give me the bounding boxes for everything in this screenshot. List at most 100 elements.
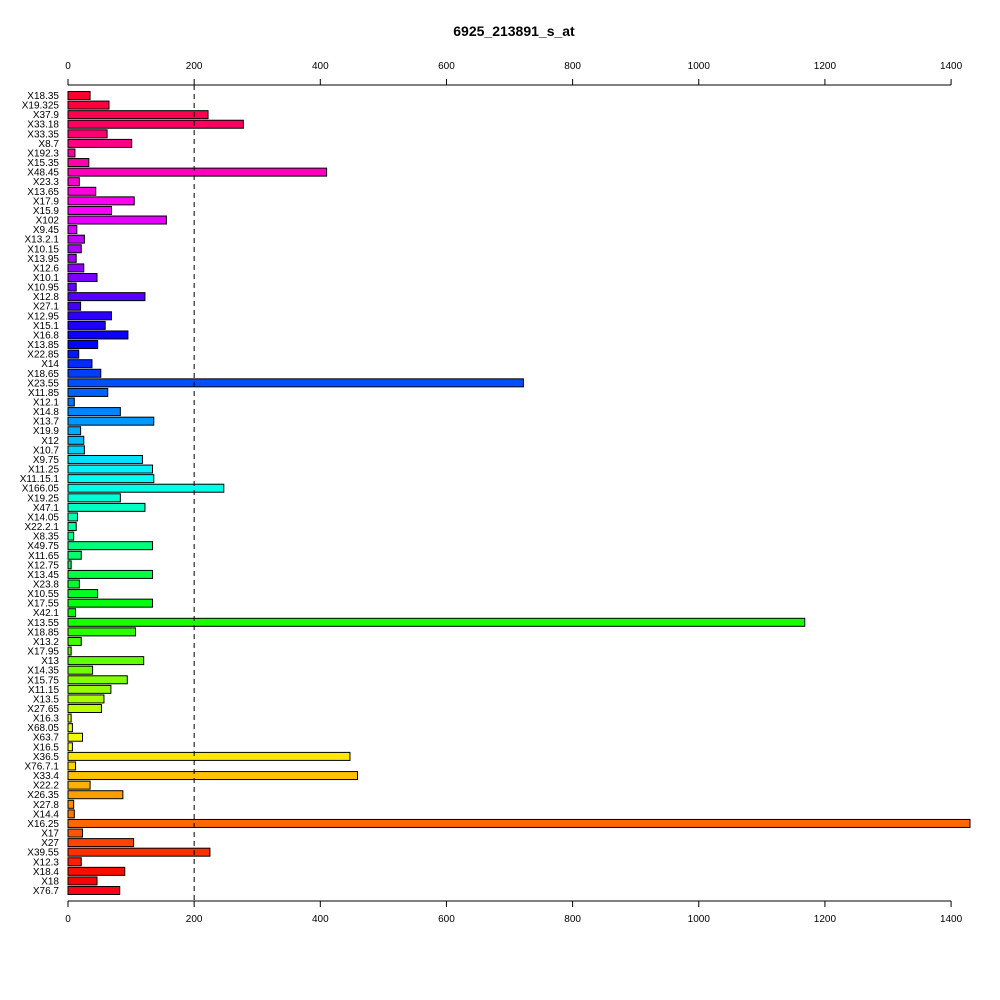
category-label: X11.85	[28, 388, 59, 399]
category-label: X17	[41, 829, 59, 840]
bar	[67, 694, 105, 704]
bar	[67, 790, 124, 800]
bar	[67, 828, 84, 838]
category-label: X13.85	[27, 340, 59, 351]
top-tick-label: 400	[312, 61, 329, 72]
category-label: X63.7	[33, 733, 60, 744]
category-label: X166.05	[22, 484, 60, 495]
bar	[67, 445, 85, 455]
top-tick-label: 800	[564, 61, 581, 72]
category-label: X102	[36, 216, 60, 227]
bar	[67, 205, 113, 215]
category-label: X33.35	[27, 129, 59, 140]
bar	[67, 636, 82, 646]
bar	[67, 148, 76, 158]
category-label: X13.2	[33, 637, 60, 648]
category-label: X10.1	[33, 273, 60, 284]
bar	[67, 569, 154, 579]
bar	[67, 110, 209, 120]
top-tick-label: 1000	[688, 61, 711, 72]
bar	[67, 684, 112, 694]
category-label: X22.2	[33, 781, 60, 792]
category-label: X15.1	[33, 321, 60, 332]
bar	[67, 809, 75, 819]
bar	[67, 646, 72, 656]
bar	[67, 751, 351, 761]
category-label: X19.25	[27, 493, 59, 504]
bar	[67, 713, 72, 723]
bar	[67, 426, 82, 436]
bar	[67, 704, 102, 714]
category-label: X76.7.1	[25, 761, 60, 772]
top-tick-label: 1400	[940, 61, 963, 72]
bar	[67, 387, 109, 397]
bar	[67, 158, 90, 168]
category-label: X18.85	[27, 627, 59, 638]
bar	[67, 359, 93, 369]
bar	[67, 886, 121, 895]
category-label: X10.95	[27, 283, 59, 294]
bar	[67, 799, 75, 809]
bottom-tick-label: 1200	[814, 914, 837, 925]
category-label: X17.95	[27, 647, 59, 658]
bar	[67, 522, 77, 532]
top-axis: 0 200 400 600 800 1000 1200 1400	[65, 61, 963, 86]
category-label: X47.1	[33, 503, 60, 514]
bar	[67, 129, 108, 139]
category-label: X9.75	[33, 455, 60, 466]
category-label: X10.7	[33, 445, 60, 456]
bar	[67, 320, 106, 330]
category-label: X27.1	[33, 302, 60, 313]
bar	[67, 742, 73, 752]
category-label: X49.75	[27, 541, 59, 552]
category-label: X42.1	[33, 608, 60, 619]
bar	[67, 780, 91, 790]
bar	[67, 541, 154, 551]
bar	[67, 454, 143, 464]
category-label: X14.8	[33, 407, 60, 418]
bar	[67, 330, 129, 340]
category-label: X9.45	[33, 225, 60, 236]
category-label: X68.05	[27, 723, 59, 734]
bar	[67, 349, 80, 359]
bar	[67, 675, 128, 685]
bar	[67, 857, 82, 867]
category-label: X19.325	[22, 101, 60, 112]
category-label: X22.85	[27, 350, 59, 361]
bottom-tick-label: 600	[438, 914, 455, 925]
bar	[67, 244, 82, 254]
category-label: X11.65	[28, 551, 59, 562]
category-label: X18.35	[27, 91, 59, 102]
category-label: X12.1	[33, 398, 60, 409]
bar	[67, 598, 154, 608]
category-label: X39.55	[27, 848, 59, 859]
bar	[67, 416, 155, 426]
category-label: X192.3	[27, 148, 59, 159]
chart-title: 6925_213891_s_at	[453, 23, 575, 39]
category-label: X11.25	[28, 465, 59, 476]
bar-group	[67, 91, 971, 895]
category-label: X13.55	[27, 618, 59, 629]
category-label: X10.55	[27, 589, 59, 600]
bar	[67, 761, 77, 771]
category-label: X27	[41, 838, 59, 849]
bar	[67, 253, 77, 263]
bar	[67, 368, 102, 378]
category-label: X10.15	[27, 244, 59, 255]
category-label: X16.3	[33, 714, 60, 725]
bar	[67, 378, 524, 388]
category-label: X16.8	[33, 330, 60, 341]
category-label: X15.9	[33, 206, 60, 217]
bottom-tick-label: 200	[186, 914, 203, 925]
category-label: X14.35	[27, 666, 59, 677]
bar	[67, 579, 80, 589]
category-label: X13	[41, 656, 59, 667]
category-label: X12.6	[33, 263, 60, 274]
category-label: X16.25	[27, 819, 59, 830]
bottom-axis: 0 200 400 600 800 1000 1200 1400	[65, 900, 963, 925]
category-label: X27.8	[33, 800, 60, 811]
bar	[67, 838, 135, 848]
category-label: X12.95	[27, 311, 59, 322]
bar	[67, 272, 98, 282]
